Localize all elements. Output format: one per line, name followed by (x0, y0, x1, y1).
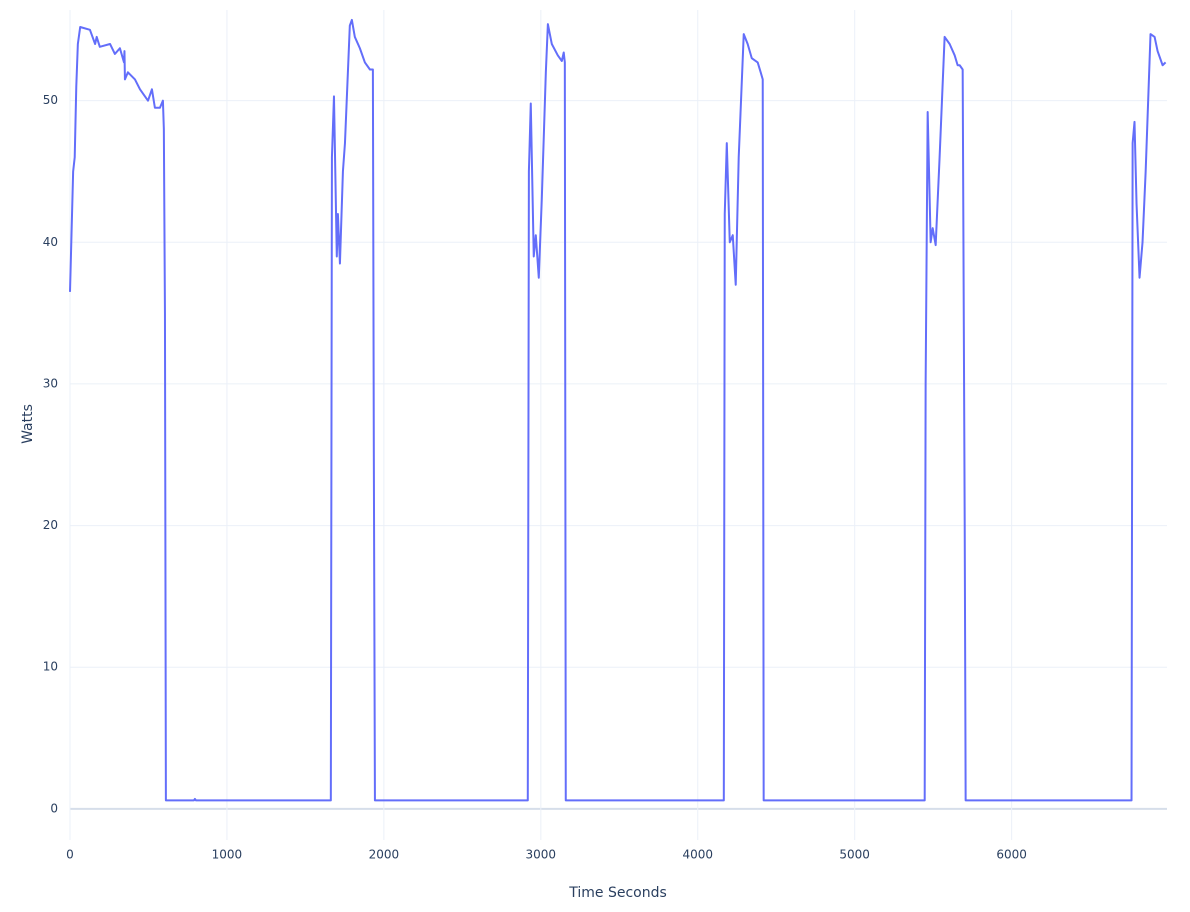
x-axis-title: Time Seconds (568, 885, 667, 901)
y-tick-label: 10 (43, 660, 58, 674)
y-tick-label: 40 (43, 235, 58, 249)
y-axis-title: Watts (20, 404, 36, 444)
x-tick-label: 3000 (526, 848, 557, 862)
y-tick-label: 50 (43, 93, 58, 107)
x-tick-label: 1000 (212, 848, 243, 862)
x-tick-label: 0 (66, 848, 74, 862)
y-tick-label: 0 (50, 801, 58, 815)
y-tick-label: 30 (43, 376, 58, 390)
x-tick-label: 5000 (839, 848, 870, 862)
data-line (69, 18, 1167, 802)
y-tick-label: 20 (43, 518, 58, 532)
x-tick-label: 6000 (996, 848, 1027, 862)
x-tick-label: 4000 (682, 848, 713, 862)
x-tick-label: 2000 (369, 848, 400, 862)
